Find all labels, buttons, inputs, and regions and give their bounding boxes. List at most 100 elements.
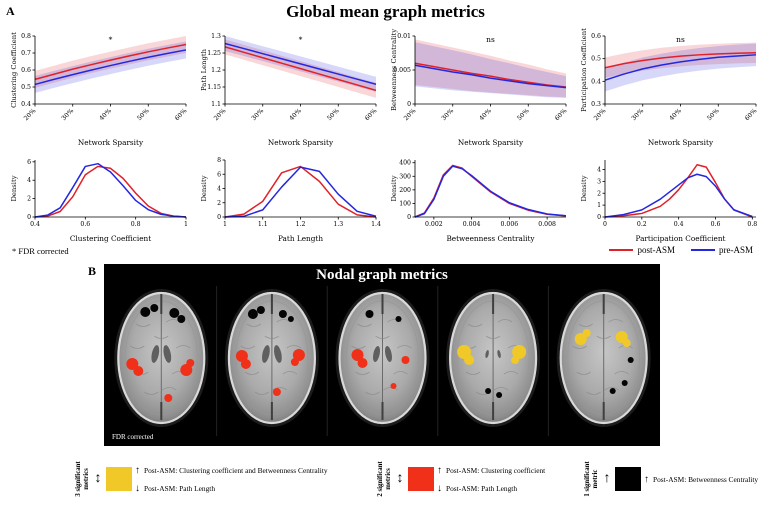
legend-entry-text: Post-ASM: Clustering coefficient and Bet… xyxy=(144,465,328,475)
svg-text:40%: 40% xyxy=(668,107,683,122)
svg-text:0.8: 0.8 xyxy=(131,221,141,228)
svg-text:*: * xyxy=(299,35,303,44)
svg-text:0: 0 xyxy=(27,214,31,221)
svg-text:30%: 30% xyxy=(630,107,645,122)
svg-text:0: 0 xyxy=(597,214,601,221)
panel-b-label: B xyxy=(88,264,97,278)
svg-text:1.15: 1.15 xyxy=(207,84,221,91)
svg-text:Path Length: Path Length xyxy=(278,234,323,243)
svg-text:Participation Coefficient: Participation Coefficient xyxy=(636,234,726,243)
chart-participation-coefficient-sparsity: 0.3 0.4 0.5 0.6 20% 30% 40% 50% 60% Network Spars… xyxy=(580,28,759,147)
panel-a-legend: post-ASM pre-ASM xyxy=(609,245,753,255)
svg-text:ns: ns xyxy=(676,35,685,44)
svg-text:0.6: 0.6 xyxy=(80,221,90,228)
svg-text:0.006: 0.006 xyxy=(501,221,519,228)
svg-text:0.6: 0.6 xyxy=(711,221,721,228)
svg-text:0.8: 0.8 xyxy=(21,33,31,40)
svg-text:8: 8 xyxy=(217,157,221,164)
svg-text:0.6: 0.6 xyxy=(21,67,31,74)
svg-text:0.5: 0.5 xyxy=(591,56,601,63)
svg-text:20%: 20% xyxy=(23,107,38,122)
chart-betweenness-centrality-density: 0 100 200 300 400 0.002 0.004 0.006 0.008Between… xyxy=(390,160,567,243)
svg-text:1.2: 1.2 xyxy=(211,67,221,74)
up-arrow-icon: ↑ xyxy=(644,473,649,485)
svg-text:2: 2 xyxy=(27,196,31,203)
svg-text:Path Length: Path Length xyxy=(200,48,208,91)
svg-text:60%: 60% xyxy=(554,107,569,122)
svg-text:30%: 30% xyxy=(440,107,455,122)
svg-text:0: 0 xyxy=(217,214,221,221)
legend-entry: ↓ Post-ASM: Path Length xyxy=(437,483,545,494)
svg-text:Clustering Coefficient: Clustering Coefficient xyxy=(70,234,151,243)
svg-text:*: * xyxy=(109,35,113,44)
rotated-label-wrap: 1 significant metric xyxy=(584,452,599,506)
svg-text:0.3: 0.3 xyxy=(591,101,601,108)
svg-text:0.4: 0.4 xyxy=(591,78,601,85)
svg-text:40%: 40% xyxy=(288,107,303,122)
svg-text:60%: 60% xyxy=(174,107,189,122)
svg-text:1.2: 1.2 xyxy=(296,221,306,228)
svg-text:0.004: 0.004 xyxy=(463,221,481,228)
svg-text:Network Sparsity: Network Sparsity xyxy=(78,138,144,147)
legend-swatch-black xyxy=(615,467,641,491)
legend-entries: ↑ Post-ASM: Clustering coefficient and B… xyxy=(135,465,328,494)
panel-a-fdr-note: * FDR corrected xyxy=(12,246,69,256)
svg-text:4: 4 xyxy=(217,186,221,193)
legend-entry: ↑ Post-ASM: Clustering coefficient and B… xyxy=(135,465,328,476)
panel-b-fdr-note: FDR corrected xyxy=(112,433,154,441)
legend-item-post-asm: post-ASM xyxy=(609,245,675,255)
up-arrow-icon: ↑ xyxy=(603,471,611,486)
svg-text:50%: 50% xyxy=(326,107,341,122)
svg-text:100: 100 xyxy=(399,200,411,207)
svg-text:0: 0 xyxy=(407,101,411,108)
legend-group-3-significant-metrics: 3 significant metrics ↕ ↑ Post-ASM: Clus… xyxy=(75,452,328,506)
legend-swatch-red xyxy=(408,467,434,491)
post-asm-label: post-ASM xyxy=(637,245,675,255)
svg-text:3: 3 xyxy=(597,178,601,185)
legend-entry-text: Post-ASM: Clustering coefficient xyxy=(446,465,546,475)
rotated-label-wrap: 2 significant metrics xyxy=(377,452,392,506)
chart-path-length-density: 0 2 4 6 8 1 1.1 1.2 1.3 1.4 Path Length Density xyxy=(200,157,381,243)
brain-slices-image xyxy=(113,286,651,436)
svg-text:0.005: 0.005 xyxy=(393,67,411,74)
legend-group-1-significant-metric: 1 significant metric ↑ ↑ Post-ASM: Betwe… xyxy=(584,452,758,506)
svg-text:60%: 60% xyxy=(744,107,759,122)
svg-text:Participation Coefficient: Participation Coefficient xyxy=(580,28,588,112)
bottom-legend: 3 significant metrics ↕ ↑ Post-ASM: Clus… xyxy=(0,452,771,506)
svg-text:Density: Density xyxy=(10,175,18,201)
svg-text:0.008: 0.008 xyxy=(538,221,556,228)
svg-text:1.4: 1.4 xyxy=(371,221,381,228)
rotated-label-wrap: 3 significant metrics xyxy=(75,452,90,506)
rotated-label: 2 significant metrics xyxy=(377,461,392,497)
chart-betweenness-centrality-sparsity: 0 0.005 0.01 20% 30% 40% 50% 60% Network Sparsit… xyxy=(390,29,569,147)
svg-text:Network Sparsity: Network Sparsity xyxy=(458,138,524,147)
legend-item-pre-asm: pre-ASM xyxy=(691,245,753,255)
svg-text:400: 400 xyxy=(399,160,411,167)
svg-text:1.1: 1.1 xyxy=(211,101,221,108)
panel-a-label: A xyxy=(6,4,15,18)
svg-text:Betweenness Centrality: Betweenness Centrality xyxy=(446,234,535,243)
legend-entry: ↑ Post-ASM: Betweenness Centrality xyxy=(644,474,758,485)
legend-entries: ↑ Post-ASM: Betweenness Centrality xyxy=(644,474,758,485)
svg-text:0.5: 0.5 xyxy=(21,84,31,91)
post-asm-line-swatch xyxy=(609,249,634,251)
svg-text:Network Sparsity: Network Sparsity xyxy=(268,138,334,147)
svg-text:20%: 20% xyxy=(593,107,608,122)
svg-text:0: 0 xyxy=(603,221,607,228)
svg-text:0.8: 0.8 xyxy=(747,221,757,228)
svg-text:2: 2 xyxy=(597,190,601,197)
legend-swatch-yellow xyxy=(106,467,132,491)
svg-text:0.4: 0.4 xyxy=(30,221,40,228)
legend-entry-text: Post-ASM: Path Length xyxy=(446,483,518,493)
svg-text:30%: 30% xyxy=(250,107,265,122)
pre-asm-label: pre-ASM xyxy=(719,245,753,255)
legend-entry-text: Post-ASM: Betweenness Centrality xyxy=(653,474,759,484)
svg-text:60%: 60% xyxy=(364,107,379,122)
svg-text:50%: 50% xyxy=(706,107,721,122)
svg-text:ns: ns xyxy=(486,35,495,44)
svg-text:20%: 20% xyxy=(213,107,228,122)
panel-b-title: Nodal graph metrics xyxy=(316,267,448,283)
svg-text:Betweenness Centrality: Betweenness Centrality xyxy=(390,29,398,111)
up-down-arrow-icon: ↕ xyxy=(396,471,404,486)
